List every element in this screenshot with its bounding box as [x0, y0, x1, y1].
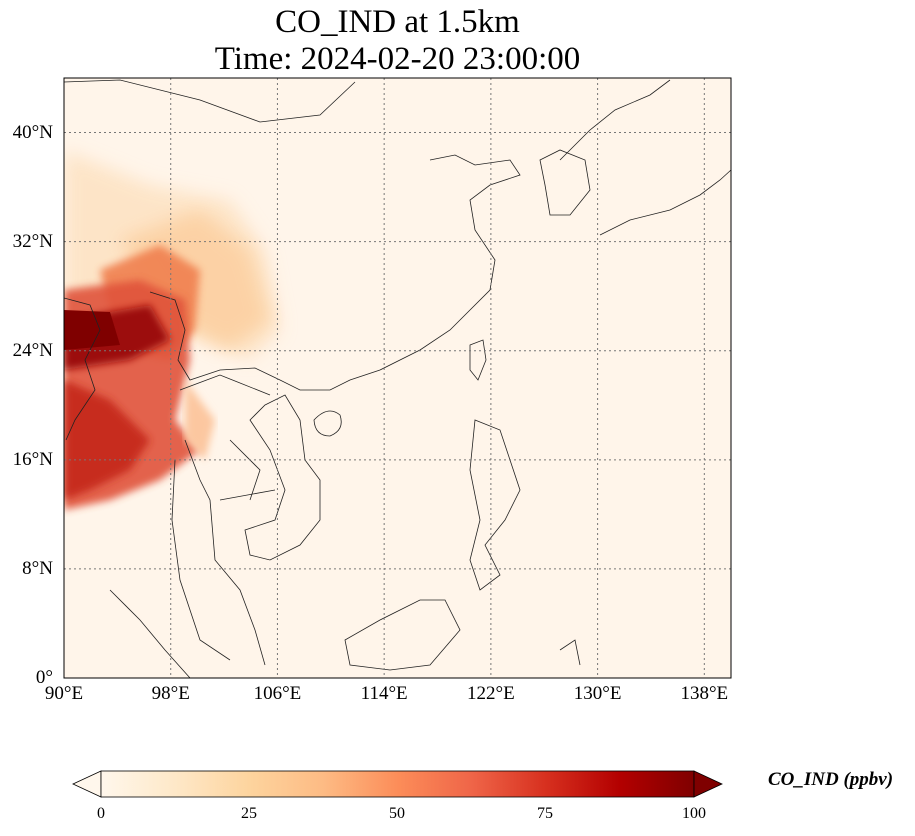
- map-frame: [63, 77, 732, 679]
- coastlines: [64, 79, 731, 678]
- concentration-field: [64, 150, 280, 510]
- colorbar-tick-label: 75: [537, 805, 553, 822]
- colorbar-gradient: [100, 770, 695, 798]
- colorbar-title: CO_IND (ppbv): [768, 769, 894, 790]
- map-time-subtitle: Time: 2024-02-20 23:00:00: [214, 41, 581, 77]
- map-title: CO_IND at 1.5km: [275, 4, 520, 40]
- colorbar-tick-label: 0: [97, 805, 105, 822]
- lon-tick-label: 98°E: [151, 683, 190, 704]
- colorbar-min-extend: [72, 770, 102, 798]
- colorbar-tick-label: 50: [389, 805, 405, 822]
- lon-tick-label: 122°E: [467, 683, 515, 704]
- gridlines: [64, 78, 731, 678]
- lon-tick-label: 114°E: [360, 683, 408, 704]
- colorbar-tick-label: 25: [241, 805, 257, 822]
- colorbar-max-extend: [693, 770, 723, 798]
- lat-tick-label: 0°: [35, 667, 53, 688]
- lat-tick-label: 24°N: [12, 339, 53, 361]
- lon-tick-label: 130°E: [573, 683, 622, 704]
- colorbar-tick-label: 100: [682, 805, 706, 822]
- lat-tick-label: 8°N: [22, 557, 53, 579]
- lat-tick-label: 32°N: [12, 230, 53, 252]
- colorbar: [72, 770, 723, 798]
- lat-tick-label: 16°N: [12, 448, 53, 470]
- lon-tick-label: 106°E: [253, 683, 302, 704]
- lon-tick-label: 138°E: [680, 683, 729, 704]
- lat-tick-label: 40°N: [12, 121, 53, 143]
- lon-tick-label: 90°E: [44, 683, 84, 704]
